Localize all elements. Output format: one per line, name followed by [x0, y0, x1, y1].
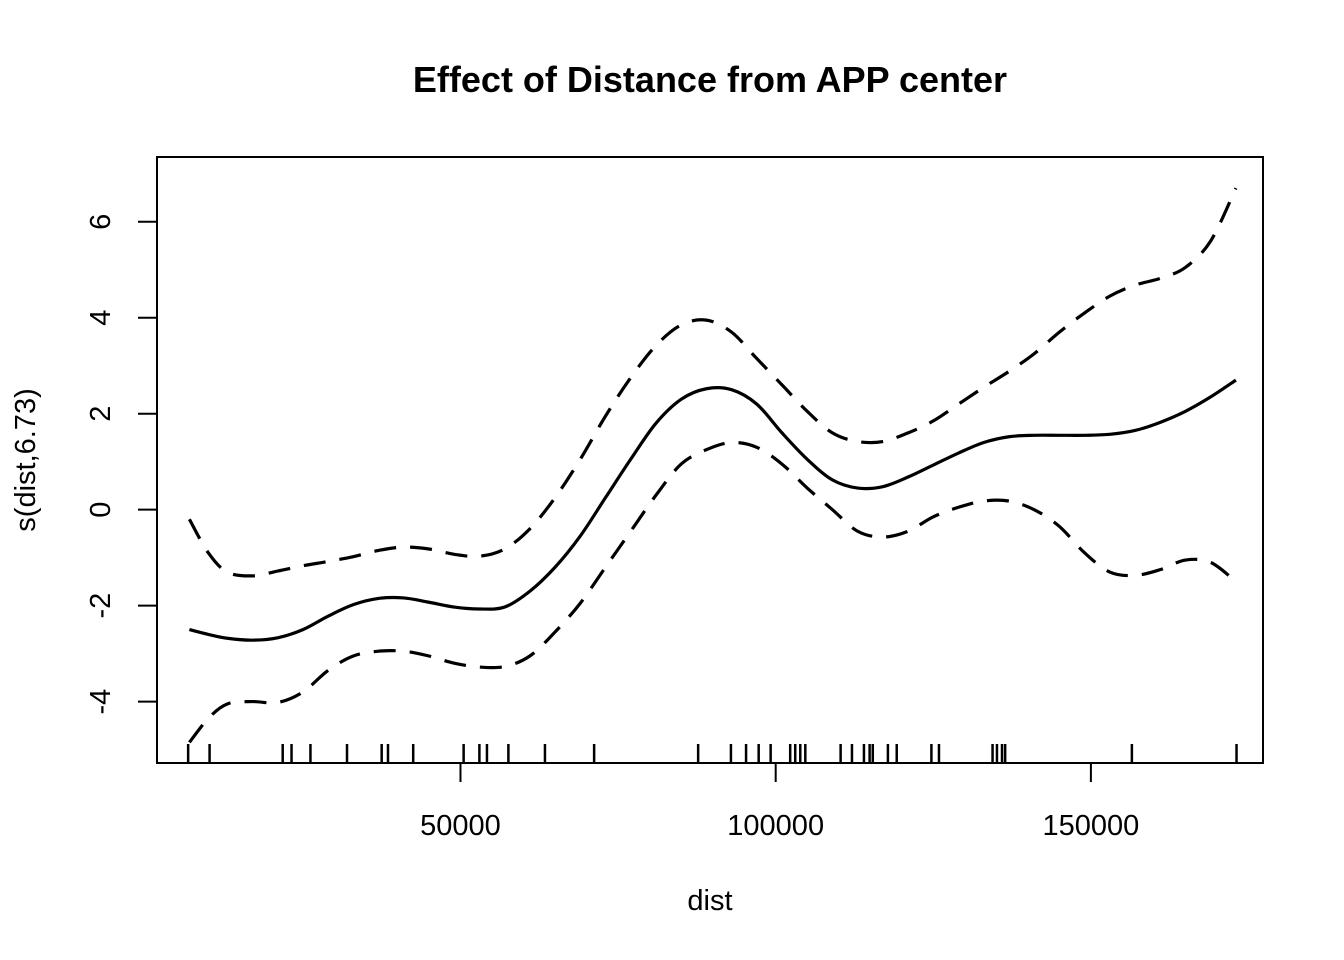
series-line-upper	[188, 187, 1238, 578]
x-tick-label: 150000	[1043, 810, 1140, 842]
series-line-estimate	[189, 378, 1237, 642]
y-axis-label: s(dist,6.73)	[10, 388, 42, 531]
y-tick-label: -4	[85, 689, 117, 715]
series-lines	[188, 187, 1238, 744]
y-tick-label: 2	[85, 406, 117, 422]
x-tick-label: 50000	[420, 810, 501, 842]
y-tick-label: 0	[85, 502, 117, 518]
y-tick-label: -2	[85, 593, 117, 619]
y-tick-label: 6	[85, 214, 117, 230]
x-tick-label: 100000	[727, 810, 824, 842]
x-axis: 50000 100000 150000	[420, 762, 1140, 842]
x-axis-label: dist	[687, 885, 732, 917]
y-tick-label: 4	[85, 310, 117, 326]
chart-title: Effect of Distance from APP center	[413, 59, 1007, 100]
plot-frame	[156, 156, 1264, 764]
series-line-lower	[188, 440, 1237, 744]
y-axis: -4 -2 0 2 4 6	[85, 214, 158, 715]
rug-marks	[186, 744, 1238, 763]
